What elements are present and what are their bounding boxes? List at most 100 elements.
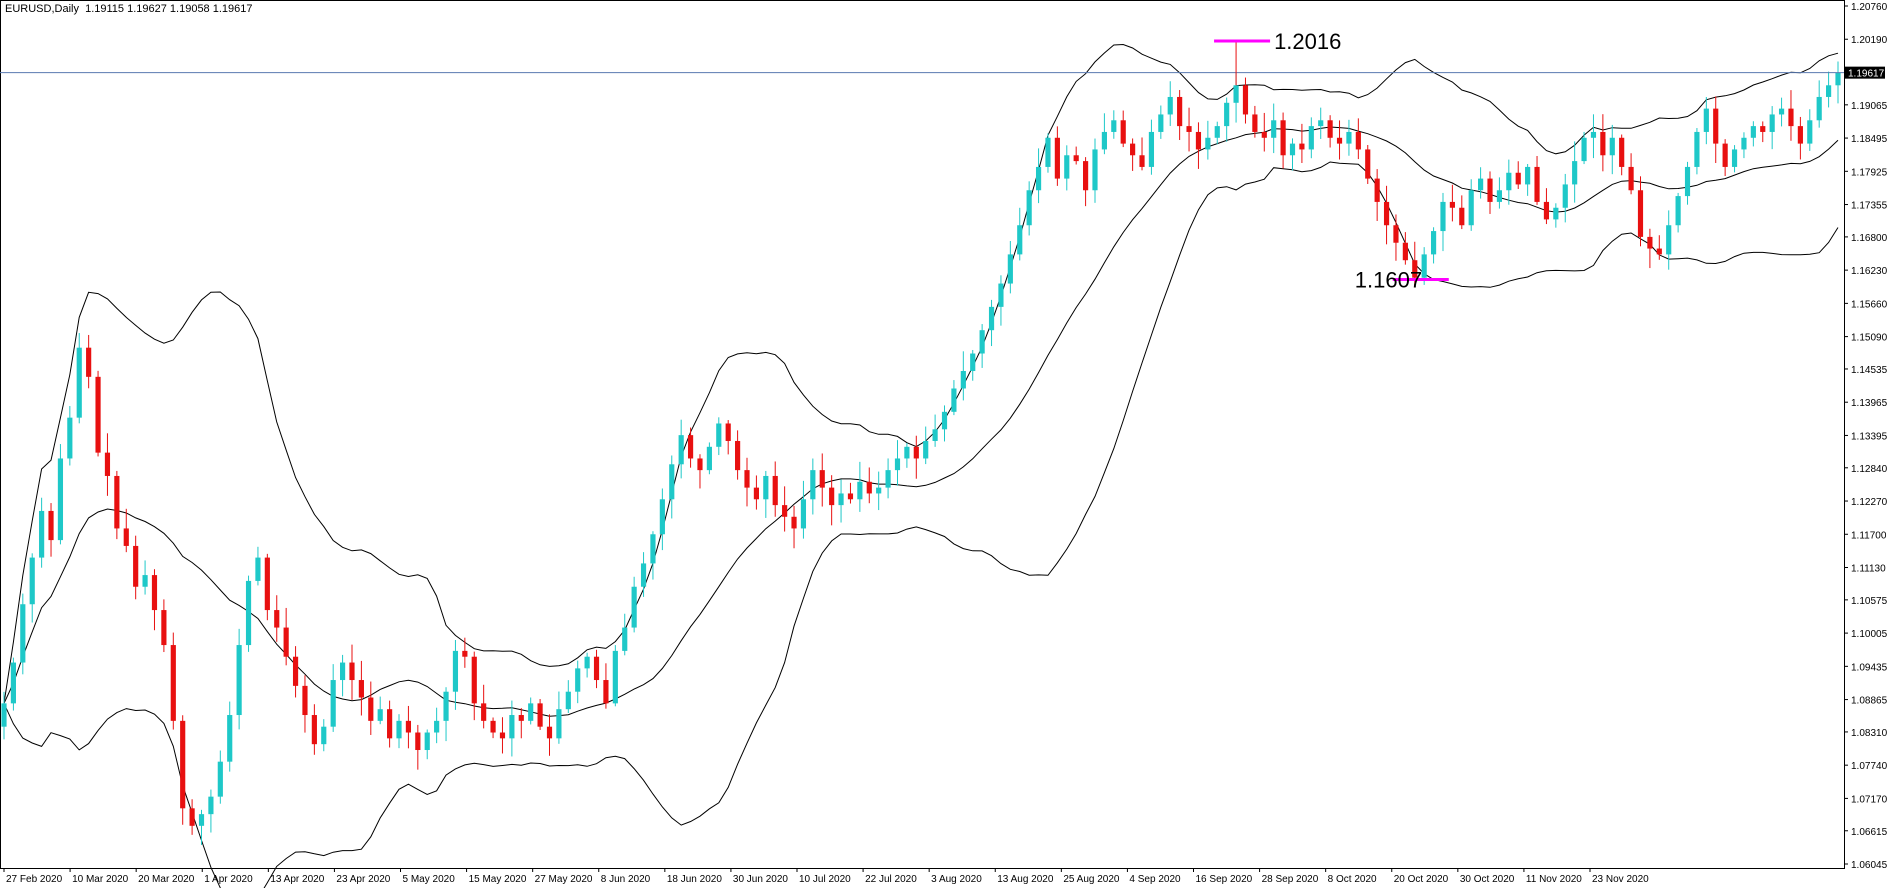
y-tick-label: 1.15660 xyxy=(1851,299,1887,310)
candle xyxy=(1242,77,1249,124)
candle-body xyxy=(1177,96,1183,127)
y-tick-label: 1.13965 xyxy=(1851,398,1887,409)
candle-body xyxy=(490,720,496,733)
candle-body xyxy=(857,481,863,500)
x-tick-label: 13 Aug 2020 xyxy=(997,874,1054,885)
candle-body xyxy=(716,423,722,447)
candle xyxy=(1816,80,1822,128)
candle-body xyxy=(575,668,581,692)
candle xyxy=(1308,117,1314,159)
candle-body xyxy=(123,528,129,546)
candle-body xyxy=(725,423,731,441)
candle xyxy=(1017,207,1023,261)
candle xyxy=(1826,71,1832,108)
candle xyxy=(1760,121,1766,143)
candle xyxy=(1111,110,1117,139)
candle xyxy=(76,333,82,424)
candle-body xyxy=(424,732,430,751)
candle-body xyxy=(161,610,167,646)
candle xyxy=(29,553,35,623)
candle-body xyxy=(1600,131,1606,156)
y-tick-label: 1.17925 xyxy=(1851,167,1887,178)
candle xyxy=(198,809,205,845)
candle-body xyxy=(48,510,54,541)
candle-body xyxy=(819,470,825,488)
candle-body xyxy=(791,516,797,529)
candle-body xyxy=(1778,108,1785,115)
candle xyxy=(1430,227,1437,264)
candle xyxy=(1778,97,1785,127)
candle xyxy=(753,475,759,510)
candle xyxy=(481,684,487,729)
candle xyxy=(1741,132,1747,159)
candle-body xyxy=(753,487,759,500)
candle-body xyxy=(1148,131,1155,167)
candle-body xyxy=(1496,190,1503,202)
candle xyxy=(866,467,872,504)
candle-body xyxy=(1101,131,1107,150)
candle xyxy=(1459,195,1465,230)
candle xyxy=(1562,173,1568,223)
candle xyxy=(716,417,722,456)
candle xyxy=(57,444,64,545)
candle xyxy=(405,705,412,749)
candle-body xyxy=(208,796,214,815)
candle-body xyxy=(1007,254,1013,284)
candle xyxy=(1666,210,1672,270)
candle xyxy=(998,275,1004,326)
x-tick-label: 1 Apr 2020 xyxy=(204,874,253,885)
y-tick-label: 1.17355 xyxy=(1851,201,1887,212)
candle-body xyxy=(1581,137,1587,162)
candle-body xyxy=(1628,166,1634,191)
candle-body xyxy=(1562,184,1568,208)
candle-body xyxy=(932,429,938,441)
band-middle-line xyxy=(3,126,1839,717)
candle xyxy=(1835,61,1841,104)
candle-body xyxy=(1167,96,1173,115)
candle-body xyxy=(1120,120,1126,144)
candle xyxy=(1553,203,1559,228)
candle xyxy=(1713,96,1719,164)
candle xyxy=(838,479,844,523)
candle xyxy=(829,475,835,526)
candle xyxy=(1318,107,1324,139)
candle-body xyxy=(1619,137,1625,167)
candle xyxy=(189,799,195,835)
candle xyxy=(311,704,317,755)
candle xyxy=(1271,103,1277,154)
candle xyxy=(744,457,750,507)
candle xyxy=(1525,164,1531,196)
candle-body xyxy=(1158,114,1164,132)
candle xyxy=(1092,138,1098,203)
candle-body xyxy=(471,656,477,704)
candle xyxy=(208,789,214,833)
x-tick-label: 18 Jun 2020 xyxy=(667,874,722,885)
candle xyxy=(1299,123,1305,164)
candle xyxy=(95,370,101,457)
candle xyxy=(1252,105,1258,138)
candle xyxy=(894,440,901,486)
candle-body xyxy=(1336,137,1343,144)
candle-body xyxy=(1440,201,1446,232)
candle xyxy=(452,639,459,710)
candle-body xyxy=(1760,126,1766,132)
candle xyxy=(1590,114,1597,159)
candle xyxy=(396,714,402,749)
candle xyxy=(161,599,167,653)
candle xyxy=(631,576,637,633)
candle xyxy=(227,701,233,772)
candle-body xyxy=(885,470,891,488)
candle-body xyxy=(264,557,270,611)
candle xyxy=(368,681,374,735)
candle xyxy=(264,553,270,621)
candle xyxy=(255,546,261,586)
y-tick-label: 1.16800 xyxy=(1851,233,1887,244)
candle xyxy=(1487,171,1493,214)
y-tick-label: 1.14535 xyxy=(1851,365,1887,376)
candle-body xyxy=(330,680,336,727)
candle xyxy=(1572,141,1578,203)
candle-body xyxy=(95,376,101,453)
candle xyxy=(546,714,553,756)
candle-body xyxy=(1553,207,1559,220)
